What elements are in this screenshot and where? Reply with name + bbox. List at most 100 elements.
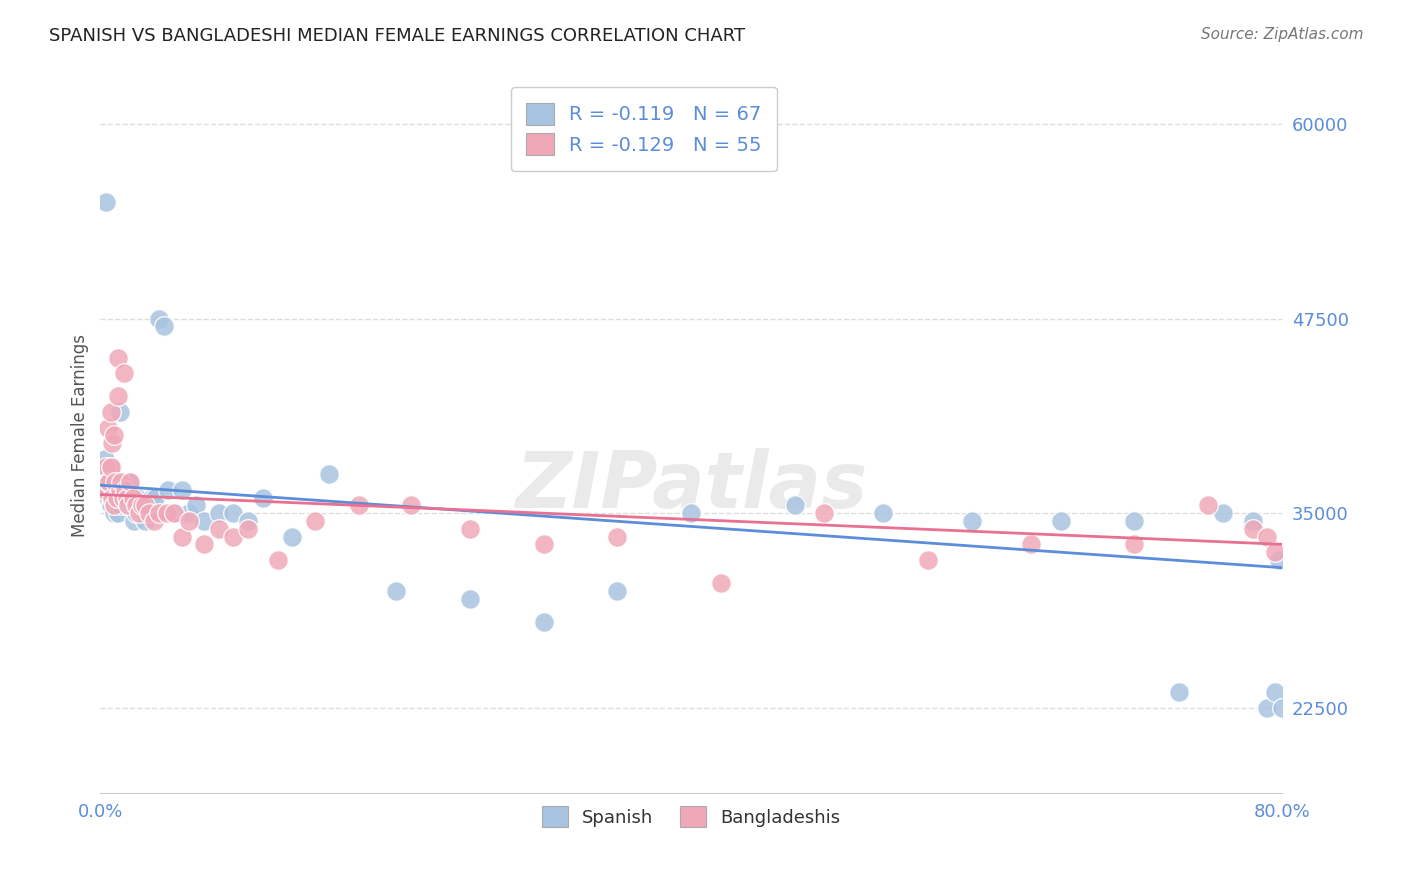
Legend: Spanish, Bangladeshis: Spanish, Bangladeshis [536,799,848,834]
Point [103,506,125,520]
Point [103,428,125,442]
Point [100,491,122,505]
Point [96,194,118,209]
Point [131,499,153,513]
Point [281,530,304,544]
Point [97,420,120,434]
Point [128,499,150,513]
Point [1271,700,1294,714]
Point [111,491,134,505]
Point [236,514,259,528]
Point [136,506,159,520]
Point [120,491,142,505]
Text: ZIPatlas: ZIPatlas [515,448,868,524]
Point [207,522,229,536]
Point [134,499,156,513]
Point [813,506,835,520]
Point [960,514,983,528]
Point [121,499,143,513]
Point [236,522,259,536]
Point [153,319,176,334]
Point [1049,514,1071,528]
Point [304,514,326,528]
Point [1256,530,1278,544]
Point [115,491,138,505]
Point [1167,685,1189,699]
Point [97,491,120,505]
Point [101,483,124,497]
Point [100,459,122,474]
Y-axis label: Median Female Earnings: Median Female Earnings [72,334,89,537]
Point [142,514,165,528]
Point [110,491,132,505]
Point [148,311,170,326]
Point [1256,700,1278,714]
Point [186,499,208,513]
Point [266,553,288,567]
Point [104,475,127,489]
Point [115,491,138,505]
Point [125,506,148,520]
Point [104,499,127,513]
Point [170,483,193,497]
Point [681,506,703,520]
Point [138,506,160,520]
Point [107,351,129,365]
Point [872,506,894,520]
Point [193,514,215,528]
Point [533,615,555,629]
Point [100,499,122,513]
Point [1212,506,1234,520]
Point [347,499,370,513]
Point [170,530,193,544]
Point [107,389,129,403]
Point [105,491,128,505]
Point [128,506,150,520]
Point [207,506,229,520]
Point [131,506,153,520]
Point [1268,553,1291,567]
Point [606,530,628,544]
Point [143,491,166,505]
Point [112,483,135,497]
Text: Source: ZipAtlas.com: Source: ZipAtlas.com [1201,27,1364,42]
Point [163,506,186,520]
Point [100,405,122,419]
Point [710,576,733,591]
Point [157,483,180,497]
Point [107,483,129,497]
Point [118,475,141,489]
Text: SPANISH VS BANGLADESHI MEDIAN FEMALE EARNINGS CORRELATION CHART: SPANISH VS BANGLADESHI MEDIAN FEMALE EAR… [49,27,745,45]
Point [108,405,131,419]
Point [1264,545,1286,559]
Point [1241,522,1264,536]
Point [125,499,148,513]
Point [458,591,481,606]
Point [783,499,806,513]
Point [101,491,124,505]
Point [141,491,163,505]
Point [98,467,121,482]
Point [1019,537,1042,551]
Point [105,491,128,505]
Point [121,491,143,505]
Point [917,553,939,567]
Point [177,514,200,528]
Point [1197,499,1219,513]
Point [1123,537,1146,551]
Point [98,483,121,497]
Point [156,506,179,520]
Point [114,483,136,497]
Point [117,499,139,513]
Point [101,459,124,474]
Point [1241,514,1264,528]
Point [127,491,149,505]
Point [103,499,125,513]
Point [110,475,132,489]
Point [105,475,128,489]
Point [98,475,121,489]
Point [107,506,129,520]
Point [101,436,124,450]
Point [222,506,245,520]
Point [112,366,135,380]
